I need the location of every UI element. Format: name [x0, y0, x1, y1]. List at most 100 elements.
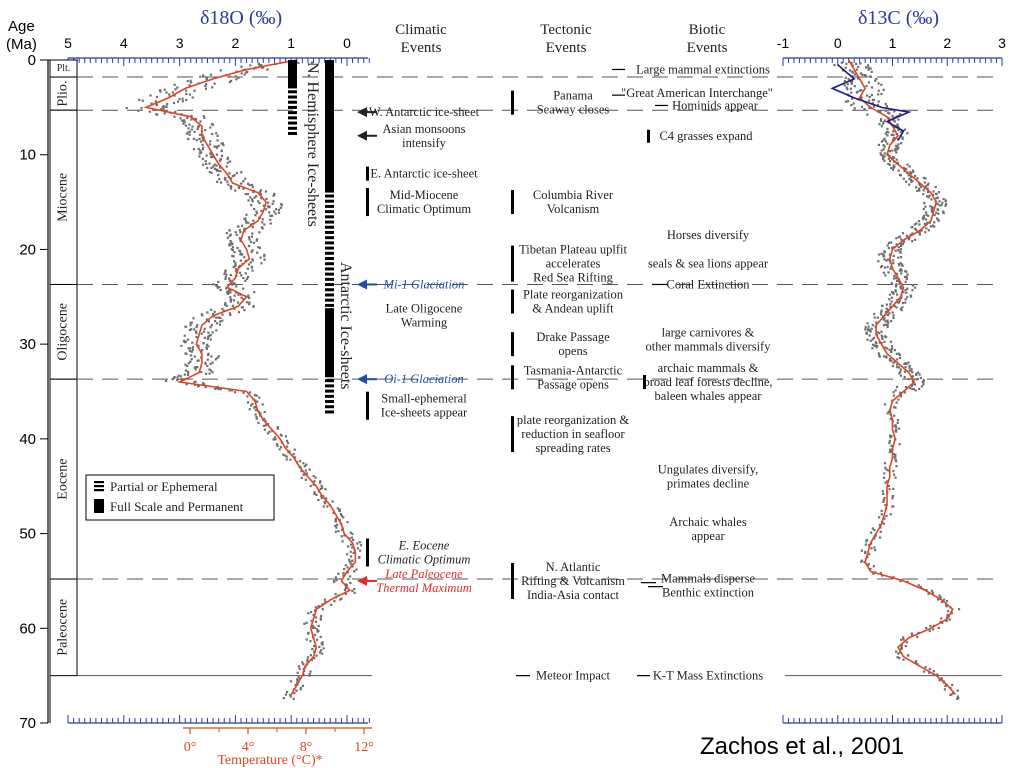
d18o-data-point — [176, 86, 179, 89]
d18o-data-point — [319, 649, 323, 652]
d18o-data-point — [334, 524, 337, 527]
tectonic-event-text: Columbia River — [533, 188, 614, 202]
d13c-data-point — [899, 374, 903, 377]
d18o-data-point — [284, 454, 287, 457]
d13c-data-point — [926, 190, 930, 194]
d13c-data-point — [880, 513, 883, 516]
d13c-data-point — [869, 567, 872, 571]
d13c-data-point — [892, 391, 895, 394]
d18o-data-point — [295, 689, 298, 692]
d18o-data-point — [215, 316, 218, 319]
d13c-data-point — [895, 650, 898, 653]
d13c-data-point — [930, 589, 934, 592]
d13c-data-point — [885, 514, 888, 518]
d18o-data-point — [302, 462, 305, 465]
d13c-data-point — [906, 287, 909, 290]
d18o-data-point — [225, 304, 228, 307]
d18o-data-point — [268, 211, 271, 214]
epoch-label: Paleocene — [56, 599, 71, 656]
d13c-data-point — [943, 688, 946, 691]
d18o-data-point — [198, 152, 201, 155]
d18o-data-point — [198, 133, 202, 136]
d13c-data-point — [874, 79, 877, 82]
d18o-data-point — [225, 273, 228, 276]
d18o-data-point — [201, 146, 205, 149]
d18o-data-point — [195, 138, 198, 142]
d18o-data-point — [219, 166, 222, 169]
d18o-data-point — [298, 667, 301, 670]
d18o-data-point — [160, 108, 163, 111]
d13c-data-point — [900, 238, 903, 241]
d18o-data-point — [248, 183, 251, 187]
d18o-data-point — [313, 657, 316, 660]
d13c-data-point — [894, 290, 897, 293]
d18o-tick-label: 4 — [120, 35, 128, 51]
antarctic-ice-partial-bar-2 — [325, 400, 334, 404]
d13c-data-point — [843, 84, 846, 87]
age-tick-label: 70 — [19, 715, 36, 732]
d18o-data-point — [191, 96, 194, 99]
d13c-data-point — [899, 395, 902, 398]
d13c-data-point — [895, 151, 898, 154]
d13c-data-point — [918, 387, 921, 391]
d18o-data-point — [263, 428, 266, 431]
d13c-data-point — [879, 118, 883, 121]
d18o-data-point — [335, 579, 338, 582]
d13c-data-point — [867, 325, 870, 328]
d13c-data-point — [922, 176, 926, 180]
column-header-biotic: Biotic — [689, 22, 726, 38]
d18o-data-point — [168, 93, 171, 96]
d18o-data-point — [239, 259, 242, 262]
d18o-data-point — [213, 319, 217, 323]
climatic-event-text: Late Paleocene — [384, 567, 463, 581]
d18o-data-point — [230, 248, 233, 251]
d13c-data-point — [877, 143, 881, 146]
d13c-data-point — [910, 226, 913, 229]
climatic-event-text: intensify — [402, 136, 446, 150]
d18o-data-point — [226, 236, 230, 239]
d18o-data-point — [359, 544, 363, 547]
d13c-data-point — [892, 277, 896, 280]
d18o-data-point — [246, 401, 250, 404]
d18o-data-point — [308, 672, 311, 676]
antarctic-ice-partial-bar — [325, 257, 334, 261]
d18o-data-point — [193, 89, 196, 92]
d13c-data-point — [891, 114, 894, 118]
d18o-data-point — [219, 316, 222, 320]
d13c-data-point — [905, 362, 908, 366]
d13c-data-point — [882, 88, 885, 91]
d18o-data-point — [178, 98, 181, 101]
d13c-data-point — [890, 296, 894, 299]
d13c-data-point — [901, 306, 904, 309]
d13c-data-point — [884, 320, 887, 323]
d18o-data-point — [208, 143, 212, 146]
d18o-data-point — [224, 178, 227, 181]
d18o-data-point — [304, 478, 307, 481]
d18o-tick-label: 1 — [287, 35, 295, 51]
d13c-data-point — [917, 220, 921, 223]
d18o-data-point — [202, 74, 205, 77]
d13c-data-point — [945, 605, 948, 608]
d13c-data-point — [900, 269, 903, 272]
d18o-data-point — [312, 613, 315, 617]
d18o-data-point — [293, 692, 296, 695]
d18o-data-point — [221, 313, 224, 316]
d13c-data-point — [883, 472, 886, 475]
d18o-data-point — [162, 107, 165, 110]
d13c-data-point — [872, 336, 876, 339]
d13c-data-point — [888, 112, 891, 115]
d13c-data-point — [907, 654, 910, 657]
column-header-climatic: Climatic — [395, 22, 447, 38]
d13c-data-point — [931, 206, 934, 209]
d13c-data-point — [897, 169, 900, 172]
d18o-data-point — [289, 458, 292, 461]
d18o-data-point — [214, 387, 217, 391]
d18o-data-point — [243, 218, 246, 221]
d13c-data-point — [882, 318, 885, 321]
d13c-data-point — [935, 197, 938, 200]
d18o-data-point — [280, 203, 283, 206]
d18o-data-point — [279, 446, 283, 449]
d18o-data-point — [217, 169, 220, 172]
age-tick-label: 0 — [28, 52, 36, 69]
